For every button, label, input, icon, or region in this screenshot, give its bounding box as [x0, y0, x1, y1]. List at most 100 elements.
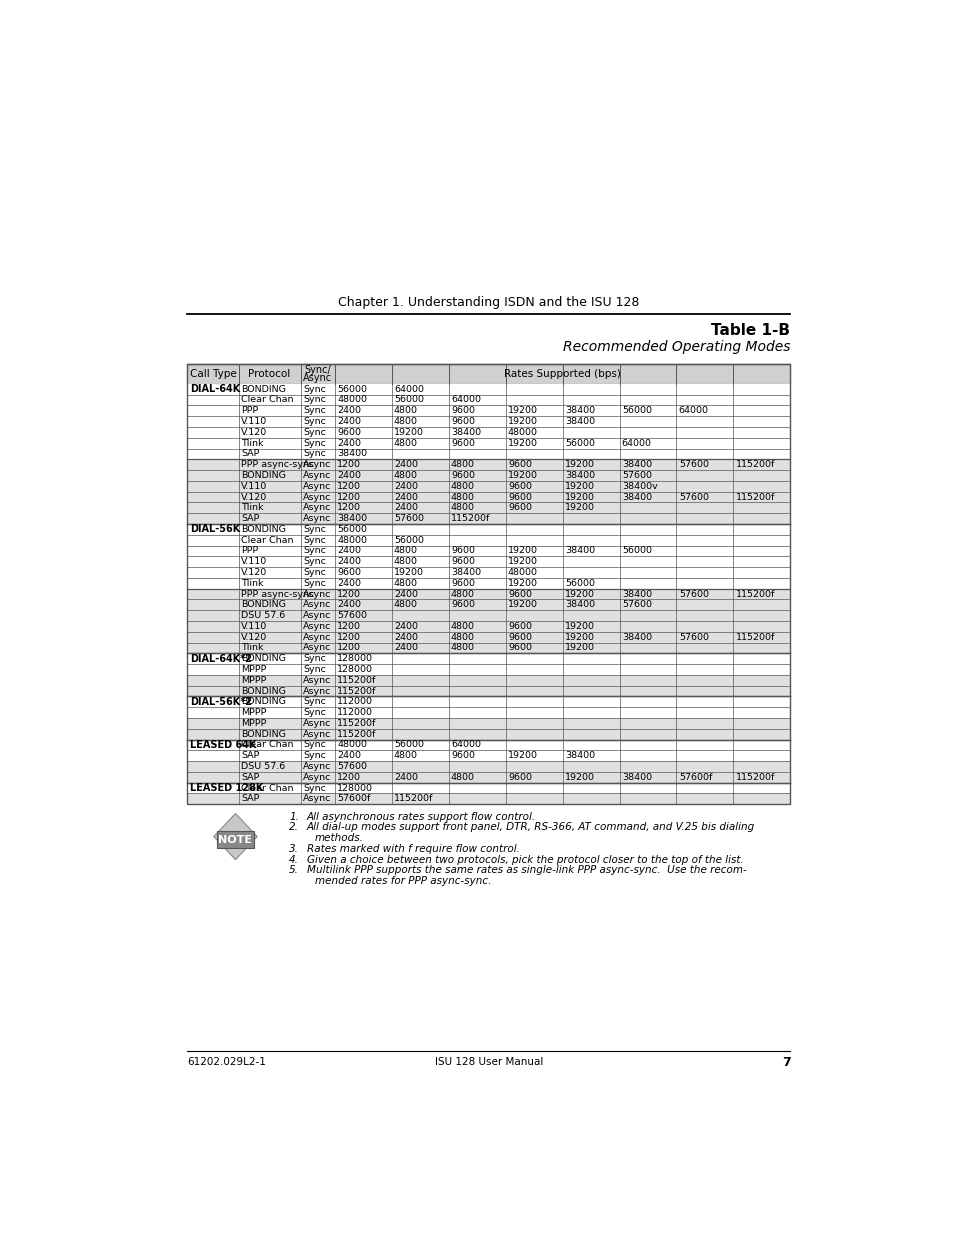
- Bar: [187, 674, 790, 685]
- Text: 2.: 2.: [289, 823, 298, 832]
- Text: PPP async-sync: PPP async-sync: [241, 589, 314, 599]
- Text: Sync: Sync: [303, 536, 326, 545]
- Text: 19200: 19200: [507, 546, 537, 556]
- Bar: [187, 783, 790, 793]
- Bar: [187, 708, 790, 718]
- Text: 2400: 2400: [394, 461, 417, 469]
- Text: 48000: 48000: [507, 568, 537, 577]
- Text: Clear Chan: Clear Chan: [241, 741, 294, 750]
- Bar: [187, 546, 790, 556]
- Text: Async: Async: [303, 773, 331, 782]
- Text: 9600: 9600: [336, 568, 360, 577]
- Text: 48000: 48000: [336, 395, 367, 405]
- Text: Sync: Sync: [303, 655, 326, 663]
- Text: 4800: 4800: [394, 751, 417, 761]
- Text: 9600: 9600: [507, 461, 532, 469]
- Text: LEASED 64K: LEASED 64K: [190, 740, 256, 750]
- Text: 9600: 9600: [507, 622, 532, 631]
- Text: Chapter 1. Understanding ISDN and the ISU 128: Chapter 1. Understanding ISDN and the IS…: [338, 295, 639, 309]
- Text: 2400: 2400: [336, 600, 360, 609]
- Bar: [187, 364, 790, 804]
- Text: Async: Async: [303, 471, 331, 480]
- Text: PPP async-sync: PPP async-sync: [241, 461, 314, 469]
- Text: Sync: Sync: [303, 698, 326, 706]
- Bar: [187, 729, 790, 740]
- Text: PPP: PPP: [241, 546, 258, 556]
- Text: 57600: 57600: [679, 461, 708, 469]
- Text: 2400: 2400: [336, 417, 360, 426]
- Text: Sync: Sync: [303, 546, 326, 556]
- Bar: [187, 416, 790, 427]
- Text: Sync: Sync: [303, 406, 326, 415]
- Text: 115200f: 115200f: [735, 773, 775, 782]
- Text: 56000: 56000: [621, 406, 651, 415]
- Text: 19200: 19200: [507, 579, 537, 588]
- Text: 19200: 19200: [507, 600, 537, 609]
- Text: 38400: 38400: [564, 751, 595, 761]
- Bar: [187, 664, 790, 674]
- Text: 9600: 9600: [507, 482, 532, 490]
- Text: 2400: 2400: [336, 438, 360, 447]
- Text: 9600: 9600: [451, 600, 475, 609]
- Text: 115200f: 115200f: [451, 514, 490, 524]
- Text: Sync: Sync: [303, 438, 326, 447]
- Text: 19200: 19200: [564, 493, 595, 501]
- Text: V.110: V.110: [241, 482, 267, 490]
- Bar: [187, 793, 790, 804]
- Text: Sync: Sync: [303, 783, 326, 793]
- Text: Sync: Sync: [303, 751, 326, 761]
- Text: 57600: 57600: [336, 762, 367, 771]
- Bar: [187, 448, 790, 459]
- Text: LEASED 128K: LEASED 128K: [190, 783, 263, 793]
- Text: 64000: 64000: [621, 438, 651, 447]
- Text: 56000: 56000: [564, 438, 595, 447]
- Text: 2400: 2400: [394, 773, 417, 782]
- Bar: [187, 459, 790, 471]
- Text: 1200: 1200: [336, 482, 360, 490]
- Text: 2400: 2400: [394, 482, 417, 490]
- Text: MPPP: MPPP: [241, 719, 266, 727]
- Text: 115200f: 115200f: [735, 461, 775, 469]
- Bar: [187, 384, 790, 395]
- Text: 9600: 9600: [507, 504, 532, 513]
- Text: Async: Async: [303, 794, 331, 803]
- Text: Sync: Sync: [303, 557, 326, 566]
- Bar: [187, 642, 790, 653]
- Text: 38400: 38400: [621, 493, 651, 501]
- Text: 4800: 4800: [394, 600, 417, 609]
- Text: 9600: 9600: [451, 751, 475, 761]
- Text: 64000: 64000: [451, 395, 480, 405]
- Text: Sync: Sync: [303, 579, 326, 588]
- Text: 19200: 19200: [564, 622, 595, 631]
- Text: DIAL-56K: DIAL-56K: [190, 525, 240, 535]
- Text: 19200: 19200: [507, 557, 537, 566]
- Text: 2400: 2400: [394, 622, 417, 631]
- Text: 4800: 4800: [394, 417, 417, 426]
- Text: 38400v: 38400v: [621, 482, 657, 490]
- Text: 19200: 19200: [507, 471, 537, 480]
- Text: 115200f: 115200f: [735, 493, 775, 501]
- Text: Clear Chan: Clear Chan: [241, 783, 294, 793]
- Text: 38400: 38400: [564, 600, 595, 609]
- Text: Async: Async: [303, 730, 331, 739]
- Text: 38400: 38400: [621, 773, 651, 782]
- Text: 4800: 4800: [394, 579, 417, 588]
- Bar: [187, 685, 790, 697]
- Bar: [187, 535, 790, 546]
- Text: 4800: 4800: [451, 461, 475, 469]
- Text: BONDING: BONDING: [241, 698, 286, 706]
- Text: 38400: 38400: [336, 514, 367, 524]
- Text: Sync: Sync: [303, 395, 326, 405]
- Text: 5.: 5.: [289, 866, 298, 876]
- Text: 9600: 9600: [507, 632, 532, 642]
- Text: 4.: 4.: [289, 855, 298, 864]
- Text: All dial-up modes support front panel, DTR, RS-366, AT command, and V.25 bis dia: All dial-up modes support front panel, D…: [307, 823, 754, 832]
- Text: 1.: 1.: [289, 811, 298, 821]
- Text: V.120: V.120: [241, 427, 267, 437]
- Text: 57600: 57600: [679, 632, 708, 642]
- Text: 9600: 9600: [507, 773, 532, 782]
- Bar: [187, 599, 790, 610]
- Text: 1200: 1200: [336, 643, 360, 652]
- Text: Async: Async: [303, 373, 332, 383]
- Bar: [187, 772, 790, 783]
